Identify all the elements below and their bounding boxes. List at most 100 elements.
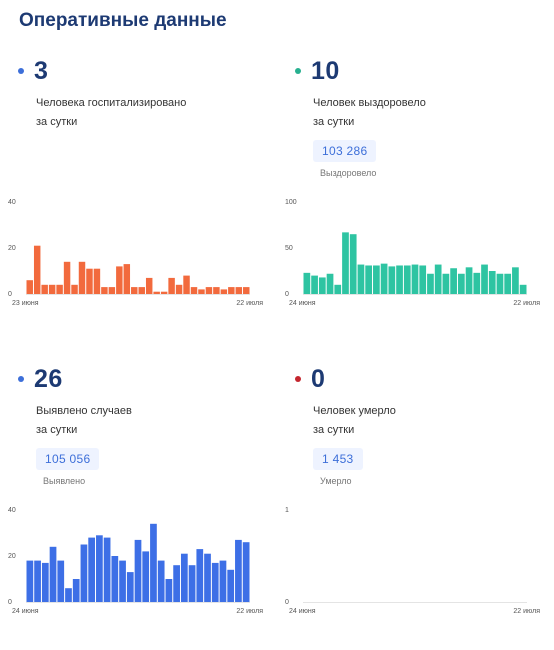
bar [465, 267, 473, 294]
bar [235, 287, 243, 294]
died-line2: за сутки [313, 424, 355, 436]
bar [190, 287, 198, 294]
bar [131, 287, 138, 294]
y-tick-label: 20 [8, 245, 16, 252]
died-dot-icon [295, 376, 301, 382]
died-line1: Человек умерло [313, 405, 396, 417]
bar [512, 267, 519, 294]
bar [93, 268, 101, 294]
recovered-total-value: 103 286 [313, 140, 377, 162]
bar [101, 287, 108, 294]
x-tick-end: 22 июля [513, 300, 540, 307]
bar [57, 560, 65, 602]
y-tick-label: 40 [8, 199, 16, 206]
bar [126, 572, 134, 602]
bar [450, 268, 457, 294]
bar [33, 245, 41, 294]
x-tick-start: 24 июня [289, 300, 316, 307]
cases-line1: Выявлено случаев [36, 405, 132, 417]
bar [235, 539, 242, 602]
bar [211, 562, 219, 602]
y-tick-label: 0 [285, 599, 289, 606]
x-tick-end: 22 июля [236, 300, 263, 307]
bar [334, 284, 342, 294]
bar [80, 544, 88, 602]
bar [48, 284, 56, 294]
recovered-value: 10 [311, 56, 340, 85]
y-tick-label: 40 [8, 507, 16, 514]
x-tick-end: 22 июля [236, 608, 263, 615]
x-tick-start: 24 июня [289, 608, 316, 615]
bar [303, 272, 311, 294]
died-value: 0 [311, 364, 326, 393]
hospitalized-line2: за сутки [36, 116, 78, 128]
hospitalized-description: Человека госпитализировано за сутки [36, 94, 256, 132]
y-tick-label: 0 [285, 291, 289, 298]
bar [134, 539, 142, 602]
bar [175, 284, 183, 294]
recovered-line1: Человек выздоровело [313, 97, 426, 109]
page-title: Оперативные данные [19, 10, 227, 31]
bar [34, 560, 41, 602]
bar [434, 264, 442, 294]
bar [442, 273, 450, 294]
cases-headline: 26 [18, 364, 63, 394]
hospitalized-value: 3 [34, 56, 49, 85]
bar [403, 265, 411, 294]
bar [213, 287, 220, 294]
bar [119, 560, 126, 602]
bar-chart-svg: 0 50 100 24 июня 22 июля [285, 199, 540, 307]
bar [419, 265, 427, 294]
y-tick-label: 0 [8, 291, 12, 298]
cases-card: 26 Выявлено случаев за сутки 105 056 Выя… [0, 360, 265, 650]
y-tick-label: 20 [8, 553, 16, 560]
bar [65, 588, 72, 602]
bar-chart-svg: 0 20 40 23 июня 22 июля [8, 199, 263, 307]
bar [380, 263, 388, 294]
bar [145, 277, 153, 294]
y-tick-label: 1 [285, 507, 289, 514]
bar [188, 565, 196, 602]
bar [78, 261, 86, 294]
y-tick-label: 0 [8, 599, 12, 606]
bar [96, 535, 103, 602]
bar [219, 560, 227, 602]
bar [138, 287, 145, 294]
bar [519, 284, 527, 294]
bar [72, 579, 80, 602]
bar [26, 560, 34, 602]
bar [150, 523, 157, 602]
recovered-line2: за сутки [313, 116, 355, 128]
bar [326, 273, 334, 294]
recovered-dot-icon [295, 68, 301, 74]
hospitalized-line1: Человека госпитализировано [36, 97, 187, 109]
bar [220, 289, 228, 294]
bar [183, 275, 190, 294]
bar [26, 280, 33, 294]
bar [108, 287, 116, 294]
x-tick-start: 24 июня [12, 608, 39, 615]
bar [427, 273, 434, 294]
bar [388, 266, 396, 294]
x-tick-start: 23 июня [12, 300, 39, 307]
died-headline: 0 [295, 364, 325, 394]
bar [86, 268, 93, 294]
bar [204, 553, 211, 602]
bar [157, 560, 165, 602]
bar [342, 232, 349, 294]
bar [63, 261, 71, 294]
cases-total-label: Выявлено [43, 476, 86, 486]
bar [41, 562, 49, 602]
bar [103, 537, 111, 602]
bar [411, 264, 419, 294]
bar [123, 264, 131, 294]
cases-description: Выявлено случаев за сутки [36, 402, 256, 440]
bar [473, 272, 481, 294]
bar [227, 569, 235, 602]
bar [496, 273, 504, 294]
bar [111, 556, 119, 602]
bar [196, 549, 204, 602]
bar [365, 265, 373, 294]
y-tick-label: 100 [285, 199, 297, 206]
